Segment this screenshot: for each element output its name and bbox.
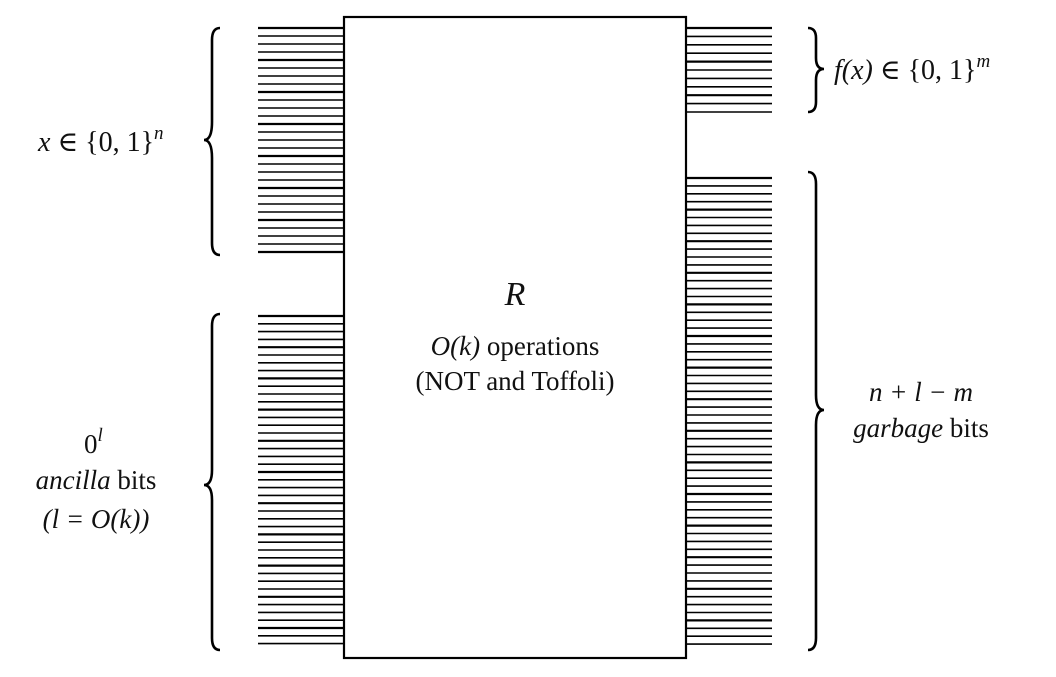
operations-count: O(k) bbox=[431, 331, 480, 361]
input-x-wires bbox=[258, 26, 344, 254]
f-set: ∈ {0, 1} bbox=[873, 55, 977, 86]
garbage-name-label: garbage bits bbox=[853, 413, 989, 443]
ancilla-name-label: ancilla bits bbox=[36, 465, 157, 495]
gate-set-label: (NOT and Toffoli) bbox=[415, 366, 614, 396]
circuit-name: R bbox=[504, 276, 526, 313]
x-var: x bbox=[37, 127, 51, 158]
ancilla-bits-word: bits bbox=[111, 465, 157, 495]
ancilla-word: ancilla bbox=[36, 465, 111, 495]
input-ancilla-wires bbox=[258, 314, 344, 645]
garbage-bits-word: bits bbox=[943, 413, 989, 443]
ancilla-zero: 0 bbox=[84, 429, 98, 459]
operations-label: O(k) operations bbox=[431, 331, 600, 361]
ancilla-bound-label: (l = O(k)) bbox=[43, 504, 150, 534]
x-exponent: n bbox=[154, 123, 164, 144]
x-input-brace bbox=[203, 26, 221, 257]
garbage-output-brace bbox=[807, 170, 825, 652]
x-input-label: x ∈ {0, 1}n bbox=[37, 123, 164, 158]
ancilla-exponent: l bbox=[98, 425, 103, 446]
ancilla-zero-label: 0l bbox=[84, 425, 103, 459]
garbage-count-label: n + l − m bbox=[869, 377, 973, 407]
x-set: ∈ {0, 1} bbox=[50, 127, 154, 158]
f-output-label: f(x) ∈ {0, 1}m bbox=[834, 51, 990, 86]
f-exponent: m bbox=[976, 51, 990, 72]
f-output-brace bbox=[807, 26, 825, 114]
f-of-x: f(x) bbox=[834, 55, 873, 86]
output-garbage-wires bbox=[686, 176, 772, 645]
reversible-circuit-box bbox=[342, 15, 688, 660]
ancilla-input-brace bbox=[203, 312, 221, 652]
garbage-word: garbage bbox=[853, 413, 943, 443]
output-f-wires bbox=[686, 26, 772, 113]
operations-word: operations bbox=[480, 331, 599, 361]
